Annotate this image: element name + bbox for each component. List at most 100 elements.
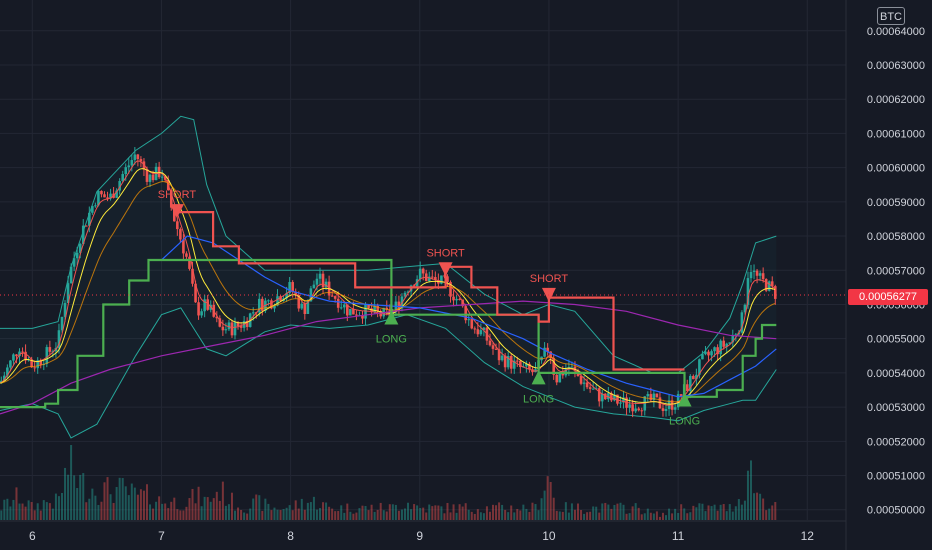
- volume-bar: [273, 507, 276, 520]
- candle-body: [631, 404, 634, 412]
- candle-body: [333, 296, 337, 299]
- volume-bar: [261, 510, 264, 520]
- volume-bar: [631, 506, 634, 520]
- volume-bar: [215, 491, 218, 520]
- volume-bar: [21, 503, 24, 520]
- volume-bar: [249, 508, 252, 520]
- volume-bar: [604, 502, 607, 520]
- volume-bar: [558, 511, 561, 520]
- candle-body: [315, 278, 319, 285]
- volume-bar: [54, 493, 57, 520]
- candle-body: [227, 322, 231, 330]
- candle-body: [473, 328, 477, 330]
- volume-bar: [765, 510, 768, 520]
- volume-bar: [94, 495, 97, 520]
- candle-body: [236, 322, 240, 327]
- volume-bar: [103, 482, 106, 520]
- candle-body: [157, 166, 161, 178]
- volume-bar: [152, 508, 155, 520]
- candle-body: [579, 375, 583, 384]
- volume-bar: [552, 497, 555, 520]
- volume-bar: [561, 511, 564, 520]
- candle-body: [561, 373, 565, 376]
- y-tick-label: 0.00050000: [867, 505, 925, 517]
- candle-body: [558, 373, 562, 383]
- volume-bar: [740, 504, 743, 520]
- volume-bar: [580, 510, 583, 520]
- volume-bar: [689, 512, 692, 520]
- candle-body: [622, 397, 625, 403]
- candle-body: [746, 278, 750, 305]
- volume-bar: [209, 501, 212, 520]
- volume-bar: [30, 502, 33, 520]
- y-tick-label: 0.00063000: [867, 60, 925, 72]
- volume-bar: [425, 512, 428, 520]
- volume-bar: [625, 513, 628, 520]
- currency-badge[interactable]: BTC: [877, 7, 905, 25]
- volume-bar: [668, 508, 671, 520]
- volume-bar: [416, 505, 419, 520]
- volume-bar: [501, 504, 504, 520]
- candle-body: [169, 190, 173, 208]
- volume-bar: [234, 510, 237, 520]
- volume-bar: [734, 506, 737, 520]
- candle-body: [728, 342, 732, 344]
- x-tick-label: 10: [542, 529, 556, 543]
- volume-bar: [649, 512, 652, 520]
- volume-bar: [680, 504, 683, 520]
- volume-bar: [179, 510, 182, 520]
- volume-bar: [634, 503, 637, 520]
- candle-body: [103, 194, 106, 198]
- candle-body: [616, 394, 619, 404]
- volume-bar: [431, 506, 434, 520]
- volume-bar: [185, 506, 188, 520]
- candle-body: [124, 167, 128, 175]
- volume-bar: [79, 474, 82, 520]
- candle-body: [582, 382, 586, 384]
- candle-body: [604, 393, 607, 400]
- volume-bar: [39, 510, 42, 520]
- candle-body: [57, 330, 61, 348]
- candle-body: [215, 316, 219, 319]
- volume-bar: [294, 500, 297, 520]
- y-tick-label: 0.00053000: [867, 402, 925, 414]
- volume-bar: [665, 515, 668, 520]
- volume-bar: [230, 492, 233, 520]
- candle-body: [279, 296, 282, 301]
- candle-body: [610, 393, 613, 401]
- x-tick-label: 11: [672, 529, 685, 543]
- volume-bar: [452, 504, 455, 520]
- volume-bar: [309, 502, 312, 520]
- candle-body: [710, 351, 713, 356]
- volume-bar: [361, 505, 364, 520]
- volume-bar: [637, 507, 640, 520]
- long-signal-label: LONG: [523, 393, 554, 405]
- candle-body: [719, 340, 722, 355]
- volume-bar: [267, 503, 270, 520]
- candle-body: [3, 375, 6, 381]
- volume-bar: [24, 506, 27, 520]
- volume-bar: [334, 511, 337, 520]
- volume-bar: [194, 503, 197, 520]
- candle-body: [127, 165, 131, 168]
- candle-body: [685, 384, 689, 391]
- y-tick-label: 0.00055000: [867, 334, 925, 346]
- candle-body: [81, 225, 85, 244]
- candle-body: [607, 393, 610, 400]
- candle-body: [324, 281, 328, 288]
- volume-bar: [725, 511, 728, 520]
- volume-bar: [358, 508, 361, 520]
- volume-bar: [510, 505, 513, 520]
- volume-bar: [370, 504, 373, 520]
- candle-body: [352, 308, 355, 315]
- volume-bar: [671, 513, 674, 520]
- candle-body: [528, 363, 531, 370]
- candle-body: [60, 316, 64, 331]
- candle-body: [151, 174, 155, 181]
- volume-bar: [9, 506, 12, 520]
- candle-body: [461, 299, 464, 307]
- volume-bar: [276, 509, 279, 520]
- candle-body: [664, 408, 668, 412]
- bollinger-lower: [0, 307, 777, 439]
